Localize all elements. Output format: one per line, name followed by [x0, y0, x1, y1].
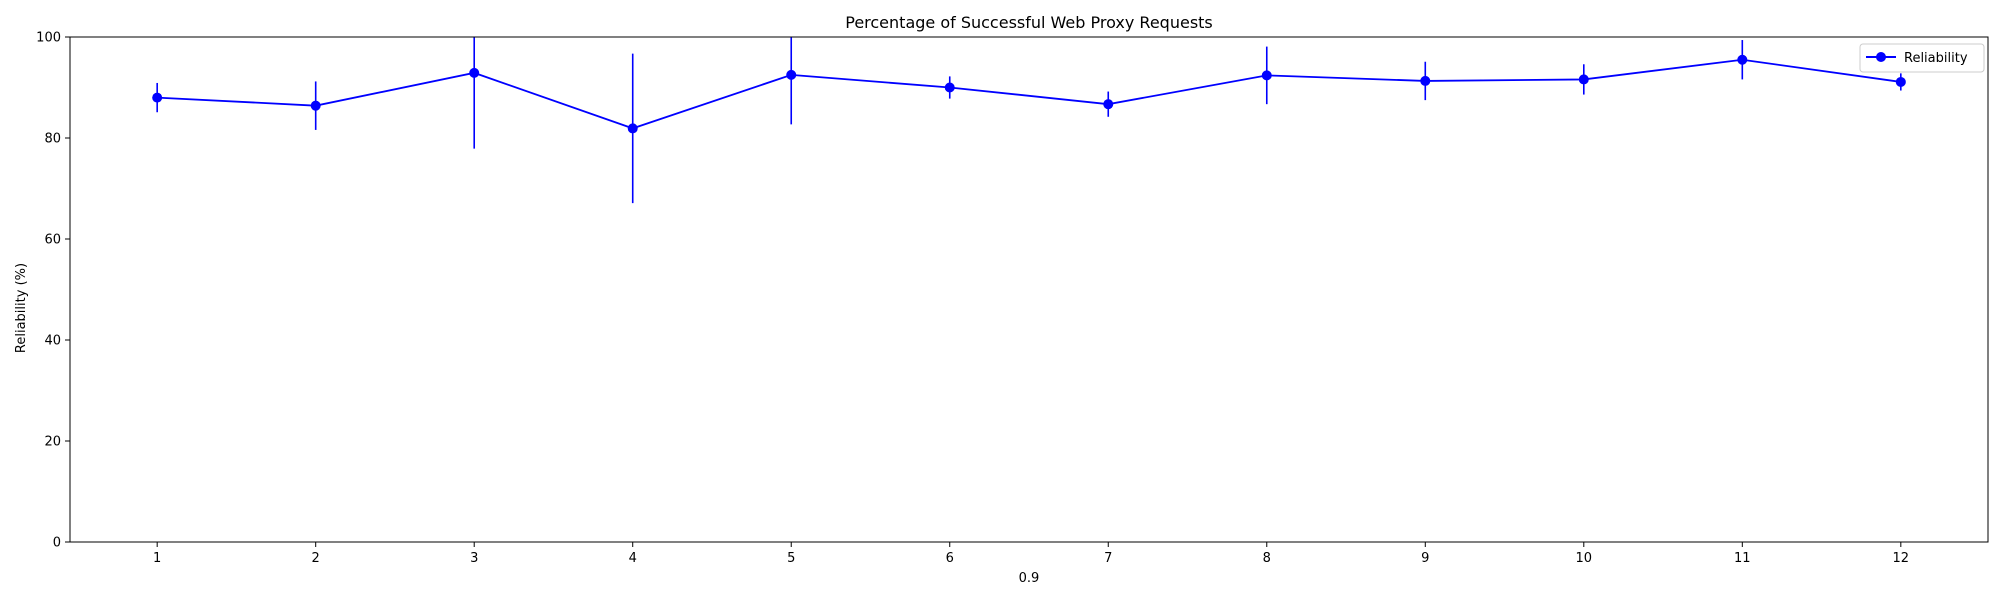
x-tick-label: 3	[470, 551, 478, 566]
data-point	[1103, 99, 1114, 110]
x-ticks: 1 2 3 4 5 6 7 8 9 10 11 12	[153, 542, 1909, 566]
x-tick-label: 5	[787, 551, 795, 566]
series-line	[157, 58, 1901, 130]
data-point	[152, 92, 163, 103]
data-point	[1895, 76, 1906, 87]
x-tick-label: 7	[1104, 551, 1112, 566]
x-tick-label: 9	[1421, 551, 1429, 566]
data-point	[310, 100, 321, 111]
x-tick-label: 12	[1893, 551, 1910, 566]
data-point	[1420, 75, 1431, 86]
y-tick-label: 40	[44, 334, 61, 349]
legend-label: Reliability	[1904, 51, 1968, 66]
y-tick-label: 60	[44, 233, 61, 248]
data-point	[786, 69, 797, 80]
y-ticks: 0 20 40 60 80 100	[36, 31, 70, 551]
y-tick-label: 20	[44, 435, 61, 450]
error-bars	[156, 37, 1902, 204]
data-point	[1737, 54, 1748, 65]
data-point	[944, 82, 955, 93]
legend-marker-sample	[1876, 52, 1886, 62]
x-tick-label: 11	[1734, 551, 1751, 566]
x-tick-label: 8	[1263, 551, 1271, 566]
data-point	[627, 123, 638, 134]
plot-frame	[69, 36, 1989, 543]
x-axis-title: 0.9	[1019, 571, 1040, 586]
chart-title: Percentage of Successful Web Proxy Reque…	[845, 13, 1213, 32]
y-tick-label: 0	[53, 536, 61, 551]
data-point	[469, 67, 480, 78]
x-tick-label: 10	[1576, 551, 1593, 566]
y-axis-title: Reliability (%)	[14, 263, 29, 353]
x-tick-label: 4	[629, 551, 637, 566]
x-tick-label: 6	[946, 551, 954, 566]
data-point	[1261, 70, 1272, 81]
x-tick-label: 1	[153, 551, 161, 566]
data-point	[1578, 74, 1589, 85]
x-tick-label: 2	[312, 551, 320, 566]
legend-box	[1859, 43, 1985, 73]
reliability-line	[157, 58, 1901, 130]
y-tick-label: 80	[44, 132, 61, 147]
y-tick-label: 100	[36, 31, 61, 46]
data-points	[152, 54, 1906, 134]
legend: Reliability	[1859, 43, 1985, 73]
